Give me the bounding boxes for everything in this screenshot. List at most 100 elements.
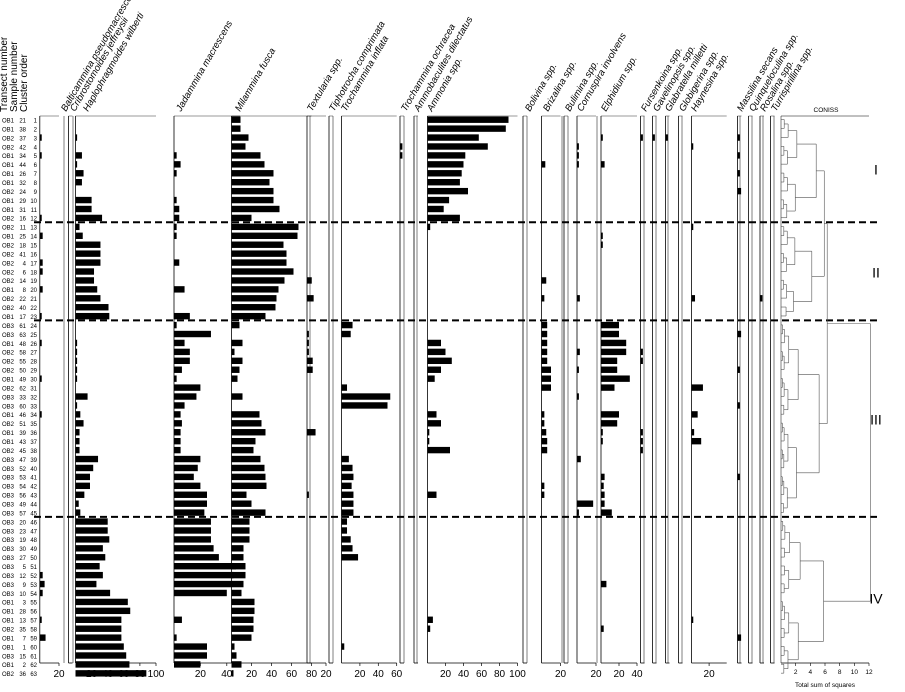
abundance-bar <box>39 571 43 579</box>
column-header: Sample number <box>9 41 20 112</box>
abundance-bar <box>75 304 109 311</box>
transect-label: OB2 <box>2 270 15 276</box>
transect-label: OB3 <box>2 574 15 580</box>
abundance-bar <box>174 393 197 400</box>
sample-number-label: 40 <box>19 306 26 312</box>
cluster-order-label: 35 <box>30 422 37 428</box>
abundance-bar <box>231 321 240 329</box>
abundance-bar <box>174 545 214 552</box>
transect-label: OB1 <box>2 127 15 133</box>
abundance-bar <box>174 500 207 507</box>
abundance-bar <box>75 196 92 204</box>
abundance-bar <box>231 125 241 132</box>
transect-label: OB1 <box>2 199 15 205</box>
cluster-order-label: 13 <box>30 226 37 232</box>
sample-labels: Transect number Sample number Cluster orde… <box>0 36 38 678</box>
cluster-order-label: 4 <box>34 145 38 151</box>
abundance-bar <box>231 509 266 516</box>
transect-label: OB3 <box>2 556 15 562</box>
abundance-bar <box>39 286 43 293</box>
transect-label: OB1 <box>2 440 15 446</box>
sample-number-label: 16 <box>19 217 26 223</box>
abundance-bar <box>39 616 42 623</box>
abundance-bar <box>39 232 43 239</box>
abundance-bar <box>691 616 694 623</box>
abundance-bar <box>737 187 742 195</box>
cluster-order-label: 50 <box>30 556 37 562</box>
abundance-bar <box>577 143 579 150</box>
abundance-bar <box>231 482 267 490</box>
x-tick-label: 40 <box>458 669 470 680</box>
abundance-bar <box>39 634 46 641</box>
abundance-bar <box>601 366 618 373</box>
x-tick-label: 20 <box>590 669 602 680</box>
abundance-bar <box>601 509 612 516</box>
sample-number-label: 51 <box>19 422 26 428</box>
abundance-bar <box>341 554 359 561</box>
abundance-bar <box>231 491 247 498</box>
sample-number-label: 24 <box>19 190 26 196</box>
sample-number-label: 38 <box>19 127 26 133</box>
abundance-bar <box>75 152 82 159</box>
abundance-bar <box>231 446 254 454</box>
abundance-bar <box>652 134 655 141</box>
abundance-bar <box>577 500 594 507</box>
cluster-order-label: 39 <box>30 458 37 464</box>
cluster-order-label: 32 <box>30 395 37 401</box>
abundance-bar <box>541 339 548 347</box>
abundance-bar <box>75 205 92 213</box>
transect-label: OB1 <box>2 154 15 160</box>
x-tick-label: 20 <box>246 669 258 680</box>
transect-label: OB1 <box>2 610 15 616</box>
cluster-order-label: 37 <box>30 440 37 446</box>
x-tick-label: 20 <box>320 669 332 680</box>
abundance-bar <box>427 411 437 418</box>
abundance-bar <box>541 375 551 382</box>
transect-label: OB3 <box>2 583 15 589</box>
cluster-order-label: 55 <box>30 601 37 607</box>
dendrogram-tick-label: 12 <box>865 669 873 676</box>
abundance-bar <box>174 420 182 427</box>
abundance-bar <box>39 259 43 266</box>
abundance-bar <box>341 393 391 400</box>
abundance-bar <box>75 473 90 481</box>
abundance-bar <box>577 295 580 302</box>
abundance-bar <box>231 518 250 525</box>
sample-number-label: 35 <box>19 628 26 634</box>
sample-number-label: 15 <box>19 654 26 660</box>
cluster-order-label: 51 <box>30 565 37 571</box>
abundance-bar <box>231 411 260 418</box>
abundance-bar <box>737 170 740 177</box>
sample-number-label: 12 <box>19 574 26 580</box>
abundance-bar <box>174 554 219 561</box>
abundance-bar <box>601 625 604 632</box>
abundance-bar <box>174 312 190 320</box>
abundance-bar <box>174 286 185 293</box>
abundance-bar <box>39 152 42 159</box>
abundance-bar <box>231 286 279 293</box>
abundance-bar <box>75 518 108 525</box>
abundance-bar <box>174 366 182 373</box>
abundance-bar <box>577 509 579 516</box>
abundance-bar <box>427 339 441 347</box>
transect-label: OB2 <box>2 297 15 303</box>
transect-label: OB1 <box>2 377 15 383</box>
abundance-bar <box>174 232 177 239</box>
cluster-order-label: 59 <box>30 636 37 642</box>
abundance-bar <box>231 598 255 606</box>
abundance-bar <box>39 268 43 275</box>
abundance-bar <box>75 134 78 141</box>
abundance-bar <box>174 429 181 436</box>
transect-label: OB1 <box>2 663 15 669</box>
abundance-bar <box>427 366 441 373</box>
sample-number-label: 23 <box>19 529 26 535</box>
sample-number-label: 54 <box>19 485 26 491</box>
abundance-bar <box>307 348 309 356</box>
sample-number-label: 29 <box>19 199 26 205</box>
sample-number-label: 63 <box>19 333 26 339</box>
cluster-order-label: 56 <box>30 610 37 616</box>
abundance-bar <box>174 491 207 498</box>
transect-label: OB2 <box>2 449 15 455</box>
abundance-bar <box>39 375 42 382</box>
cluster-order-label: 27 <box>30 351 37 357</box>
